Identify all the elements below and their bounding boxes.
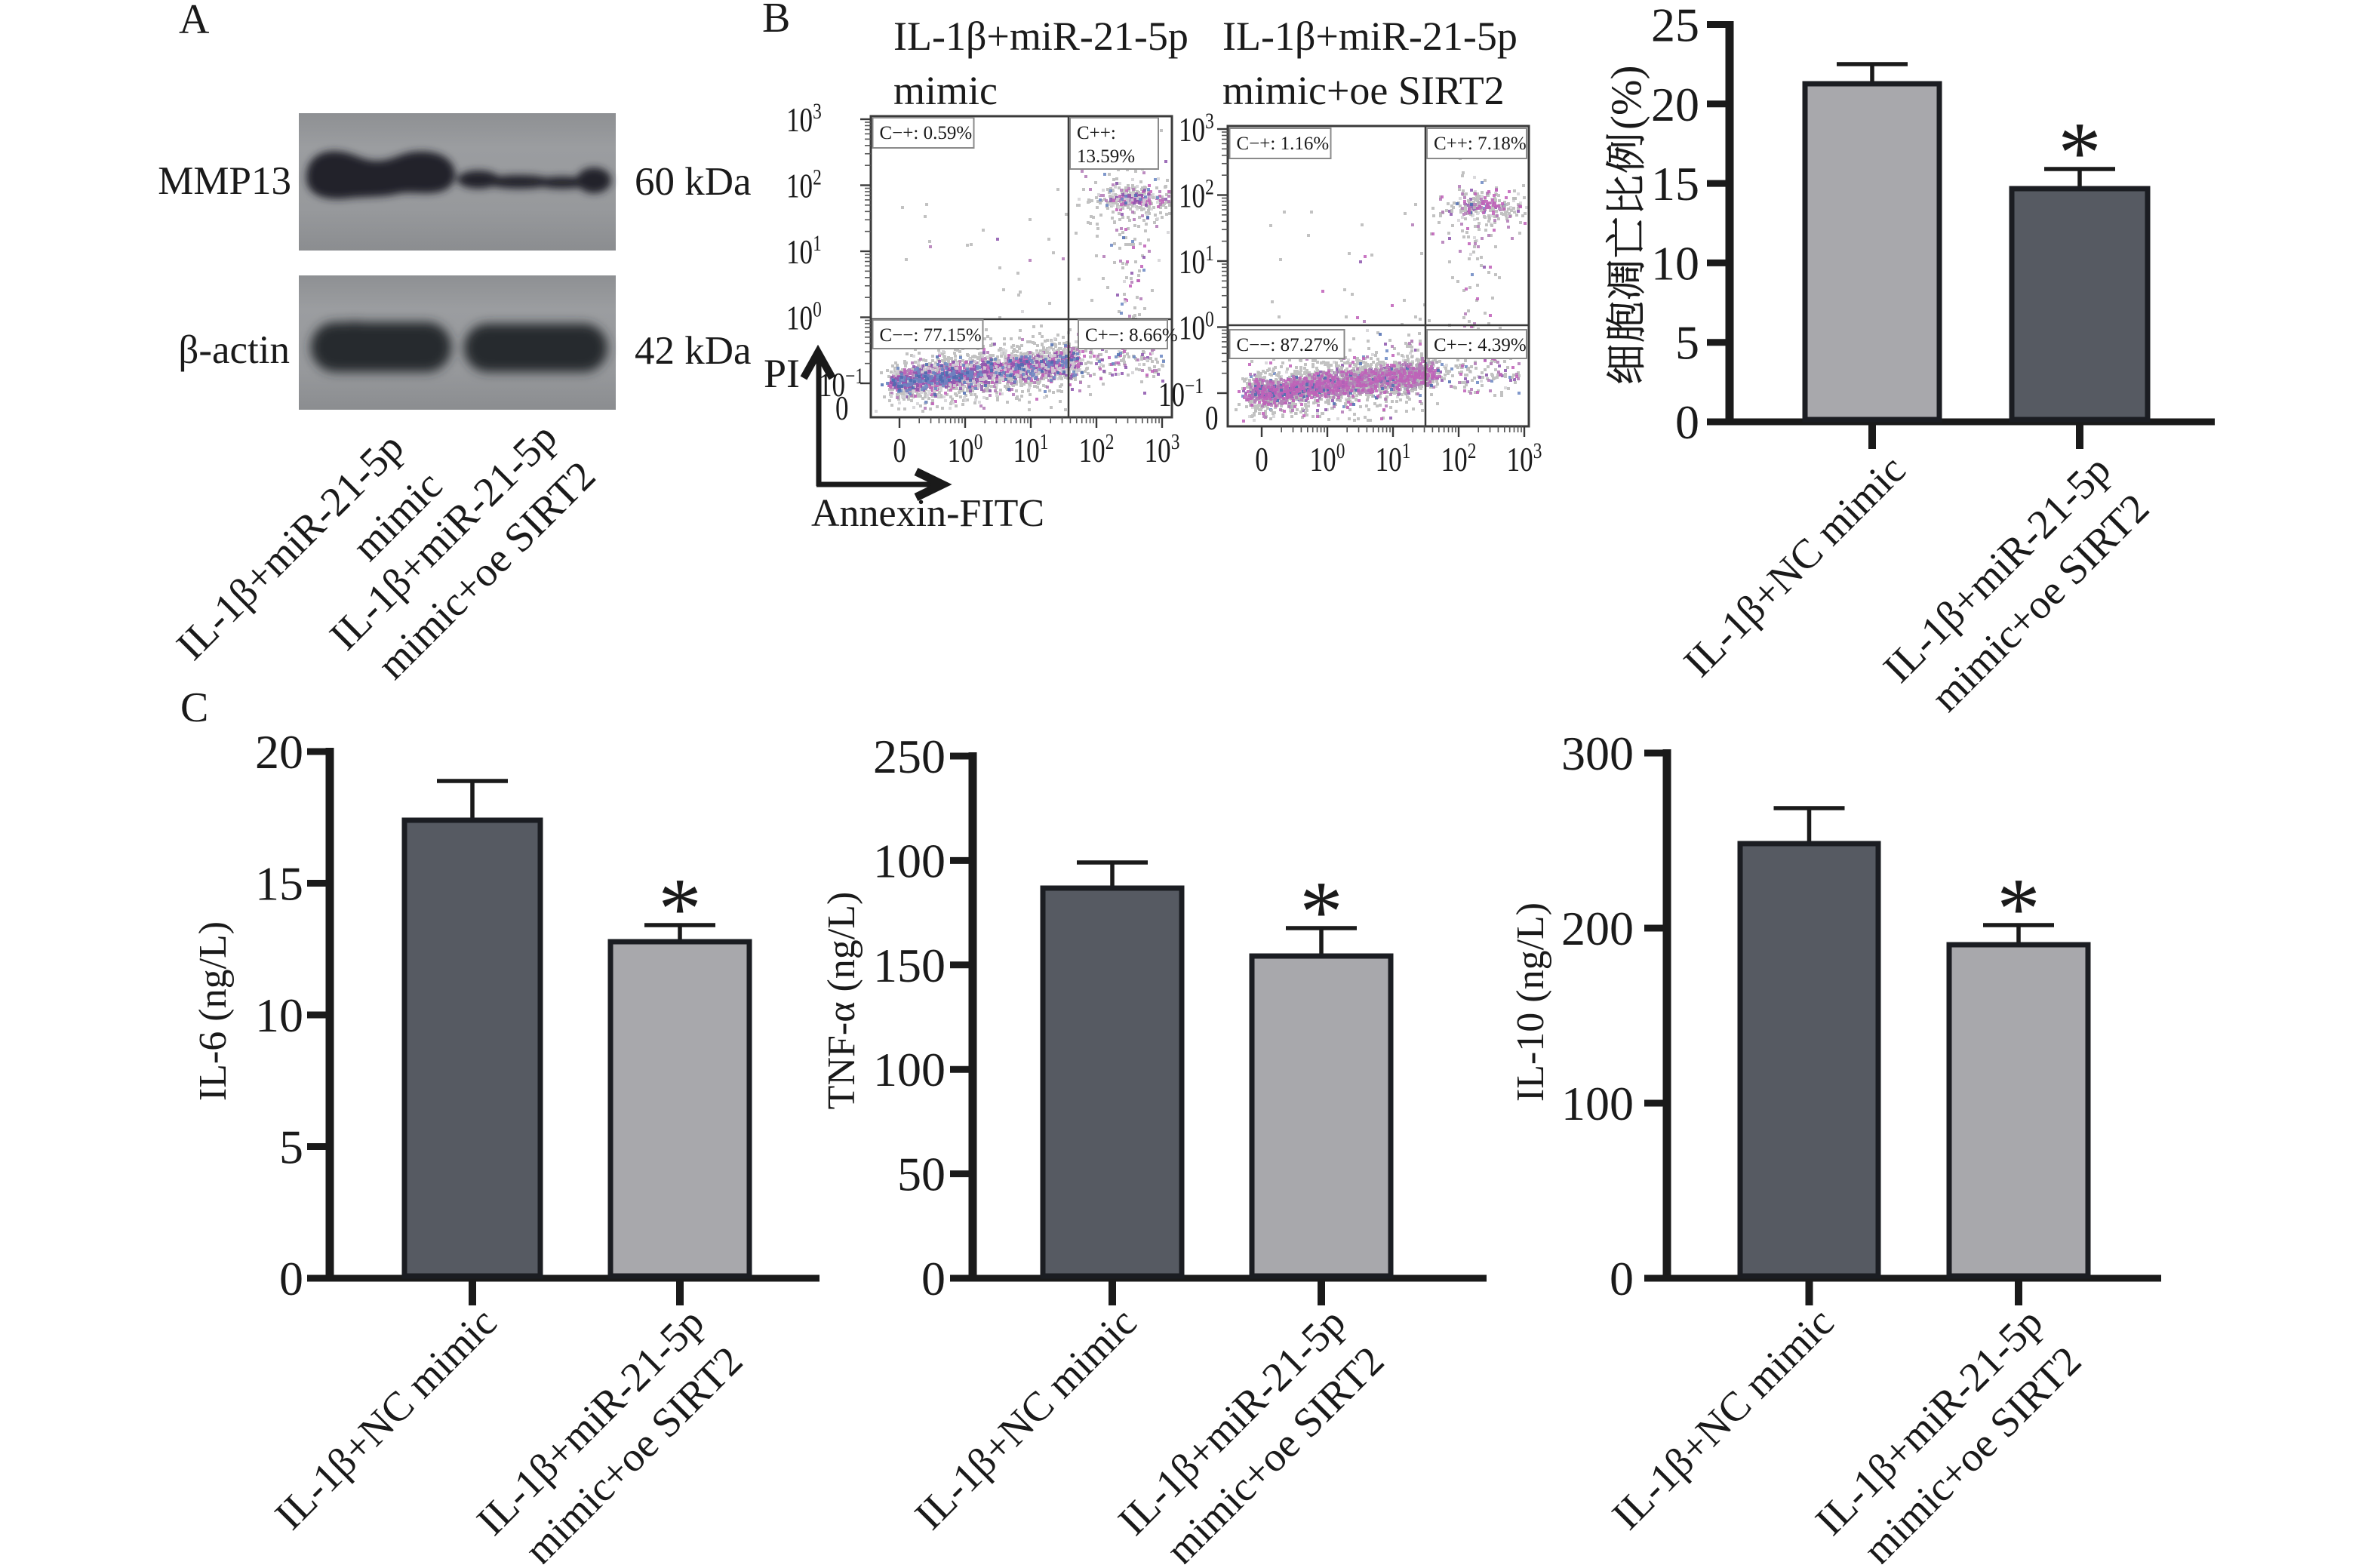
svg-text:15: 15 (255, 857, 303, 911)
svg-text:100: 100 (873, 1043, 946, 1096)
svg-text:20: 20 (255, 725, 303, 779)
svg-text:Annexin-FITC: Annexin-FITC (811, 492, 1044, 535)
svg-text:20: 20 (1651, 78, 1699, 131)
svg-text:C−+: 1.16%: C−+: 1.16% (1237, 134, 1330, 154)
svg-text:60 kDa: 60 kDa (635, 160, 752, 204)
svg-text:5: 5 (1675, 316, 1699, 370)
svg-text:IL-1β+miR-21-5p: IL-1β+miR-21-5p (1222, 14, 1518, 59)
svg-text:0: 0 (835, 389, 849, 427)
svg-text:100: 100 (873, 834, 946, 887)
svg-text:A: A (179, 0, 210, 43)
svg-text:PI: PI (764, 351, 800, 396)
svg-text:IL-1β+miR-21-5p: IL-1β+miR-21-5p (893, 14, 1188, 59)
svg-text:*: * (658, 861, 702, 957)
svg-text:TNF-α (ng/L): TNF-α (ng/L) (820, 892, 863, 1110)
svg-text:B: B (762, 0, 790, 42)
svg-text:0: 0 (1255, 441, 1268, 478)
svg-text:C: C (180, 684, 208, 731)
svg-text:IL-10 (ng/L): IL-10 (ng/L) (1509, 902, 1552, 1102)
svg-text:mimic+oe SIRT2: mimic+oe SIRT2 (1222, 68, 1505, 113)
svg-text:*: * (1299, 864, 1343, 960)
svg-text:0: 0 (1675, 395, 1699, 449)
svg-text:*: * (2058, 105, 2102, 201)
svg-text:13.59%: 13.59% (1077, 146, 1135, 167)
svg-text:100: 100 (1561, 1077, 1634, 1130)
svg-text:C+−: 4.39%: C+−: 4.39% (1434, 335, 1527, 355)
svg-text:C++:: C++: (1077, 123, 1116, 143)
svg-text:200: 200 (1561, 902, 1634, 955)
svg-text:*: * (1997, 861, 2040, 957)
svg-text:0: 0 (1205, 399, 1219, 437)
svg-text:mimic: mimic (893, 68, 998, 113)
svg-text:250: 250 (873, 730, 946, 783)
svg-text:0: 0 (921, 1252, 946, 1305)
svg-text:C+−: 8.66%: C+−: 8.66% (1085, 325, 1178, 346)
svg-text:C−−: 77.15%: C−−: 77.15% (880, 325, 982, 346)
svg-text:C−+: 0.59%: C−+: 0.59% (880, 123, 973, 143)
svg-text:MMP13: MMP13 (158, 159, 291, 203)
svg-text:C−−: 87.27%: C−−: 87.27% (1237, 335, 1339, 355)
svg-text:IL-6 (ng/L): IL-6 (ng/L) (192, 921, 235, 1101)
svg-text:0: 0 (279, 1252, 303, 1305)
svg-text:25: 25 (1651, 0, 1699, 52)
svg-text:10: 10 (1651, 236, 1699, 290)
svg-text:β-actin: β-actin (178, 328, 290, 372)
svg-text:C++: 7.18%: C++: 7.18% (1434, 134, 1527, 154)
svg-text:50: 50 (897, 1148, 946, 1201)
svg-text:42 kDa: 42 kDa (635, 329, 752, 373)
svg-text:0: 0 (1610, 1252, 1634, 1305)
svg-text:300: 300 (1561, 727, 1634, 780)
svg-text:10: 10 (255, 988, 303, 1042)
svg-text:150: 150 (873, 939, 946, 992)
svg-text:5: 5 (279, 1121, 303, 1174)
svg-text:15: 15 (1651, 157, 1699, 211)
svg-text:0: 0 (893, 432, 906, 469)
svg-text:(%): (%) (1603, 66, 1650, 130)
